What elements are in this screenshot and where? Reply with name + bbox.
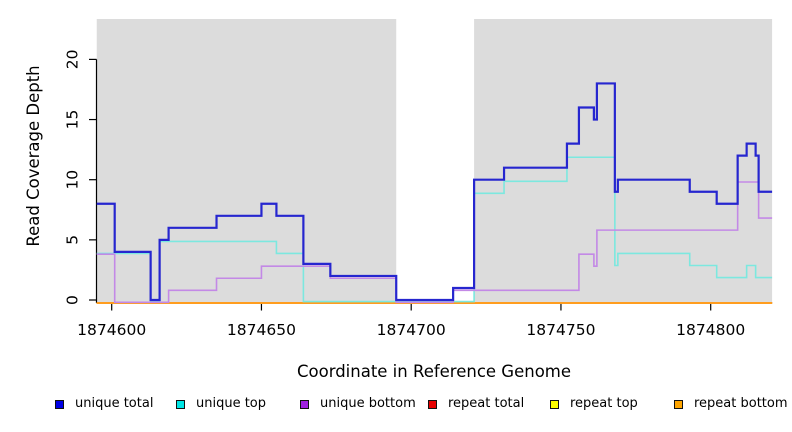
legend-item-repeat-bottom: repeat bottom: [674, 397, 788, 411]
legend-label-repeat-total: repeat total: [448, 396, 525, 411]
legend-label-unique-total: unique total: [75, 396, 154, 411]
legend-label-unique-top: unique top: [196, 396, 267, 411]
legend-label-repeat-bottom: repeat bottom: [694, 396, 788, 411]
y-tick-label: 5: [64, 235, 82, 245]
x-axis-label: Coordinate in Reference Genome: [297, 362, 571, 381]
y-axis-label: Read Coverage Depth: [24, 65, 43, 246]
y-tick-label: 15: [64, 110, 82, 130]
x-tick-label: 1874600: [77, 321, 146, 339]
legend-swatch-unique-top: [176, 399, 185, 409]
legend-swatch-unique-total: [55, 399, 64, 409]
x-axis: 1874600 1874650 1874700 1874750 1874800: [77, 302, 773, 339]
x-tick-label: 1874800: [676, 321, 745, 339]
series-unique-bottom: [96, 181, 773, 304]
legend-swatch-repeat-total: [428, 399, 437, 409]
x-tick-label: 1874650: [227, 321, 296, 339]
series-lines: [96, 82, 773, 304]
y-tick-label: 20: [64, 50, 82, 70]
series-unique-total: [96, 82, 773, 302]
legend-label-repeat-top: repeat top: [570, 396, 638, 411]
legend-swatch-repeat-bottom: [674, 399, 683, 409]
legend-item-repeat-total: repeat total: [428, 397, 524, 411]
legend-swatch-unique-bottom: [300, 399, 309, 409]
legend-item-unique-top: unique top: [176, 397, 266, 411]
legend-item-unique-bottom: unique bottom: [300, 397, 416, 411]
y-axis: 0 5 10 15 20: [64, 50, 98, 305]
x-tick-label: 1874700: [377, 321, 446, 339]
legend-label-unique-bottom: unique bottom: [320, 396, 416, 411]
series-unique-top: [96, 156, 773, 303]
x-tick-label: 1874750: [526, 321, 595, 339]
legend-item-unique-total: unique total: [55, 397, 153, 411]
legend-item-repeat-top: repeat top: [550, 397, 638, 411]
gap-region: [396, 19, 475, 303]
y-tick-label: 10: [64, 170, 82, 190]
y-tick-label: 0: [64, 295, 82, 305]
legend-swatch-repeat-top: [550, 399, 559, 409]
